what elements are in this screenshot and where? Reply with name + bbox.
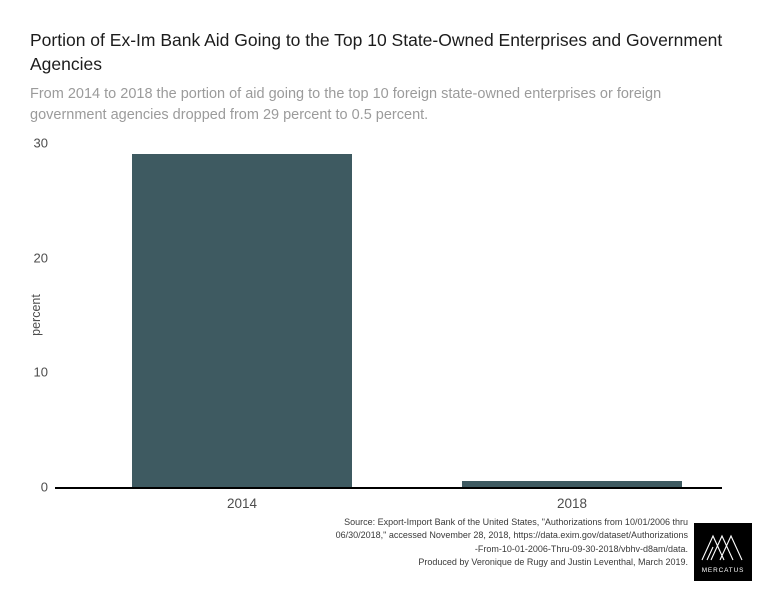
x-axis-line [55,487,722,489]
bar-2014 [132,154,352,487]
y-axis-title: percent [29,294,43,336]
mercatus-m-mark-icon [701,534,743,561]
x-axis-tick-label: 2014 [226,496,258,511]
chart-title: Portion of Ex-Im Bank Aid Going to the T… [30,30,723,75]
bar-2018 [462,481,682,487]
x-axis-tick-label: 2018 [556,496,588,511]
chart-subtitle: From 2014 to 2018 the portion of aid goi… [30,86,662,123]
y-axis-tick-label: 0 [40,479,48,495]
mercatus-logo-background [694,523,752,581]
mercatus-logo: MERCATUS [694,523,752,581]
y-axis-tick-label: 30 [33,135,48,151]
y-axis-tick-label: 20 [33,250,48,266]
source-note: Source: Export-Import Bank of the United… [335,517,688,567]
y-axis-tick-label: 10 [33,364,48,380]
mercatus-logo-text: MERCATUS [702,567,745,574]
